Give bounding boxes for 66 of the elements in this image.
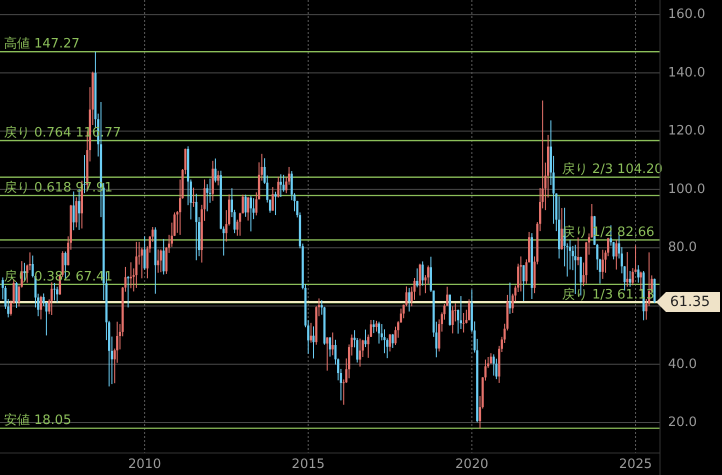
- x-tick-label: 2015: [292, 457, 325, 472]
- candlestick: [468, 298, 470, 322]
- candlestick: [217, 170, 220, 186]
- candlestick: [326, 336, 328, 372]
- candlestick: [56, 286, 58, 303]
- ref-line-label: 安値 18.05: [4, 412, 72, 428]
- candlestick: [214, 158, 216, 183]
- candlestick: [522, 264, 525, 302]
- candlestick: [280, 174, 282, 198]
- y-tick-label: 20.0: [668, 415, 697, 430]
- candlestick: [277, 176, 280, 198]
- candlestick: [375, 320, 378, 332]
- candlestick: [408, 287, 410, 312]
- candlestick: [15, 282, 18, 309]
- y-tick-label: 100.0: [668, 182, 706, 197]
- candlestick: [574, 244, 576, 295]
- y-tick-label: 80.0: [668, 240, 697, 256]
- candlestick: [560, 208, 563, 250]
- candlestick: [244, 194, 247, 218]
- candlestick: [127, 275, 130, 308]
- x-tick-label: 2020: [455, 457, 488, 472]
- candlestick: [615, 240, 618, 270]
- ref-line-label: 高値 147.27: [4, 36, 80, 52]
- candlestick: [162, 238, 165, 276]
- candlestick: [378, 321, 380, 344]
- candlestick: [358, 338, 362, 368]
- x-tick-label: 2025: [618, 457, 652, 472]
- candlestick: [416, 268, 418, 288]
- candlestick: [422, 260, 424, 286]
- y-tick-label: 140.0: [668, 65, 706, 80]
- candlestick: [50, 282, 53, 316]
- candlestick: [144, 236, 146, 270]
- candlestick: [637, 264, 640, 284]
- candlestick: [160, 248, 162, 273]
- candlestick: [602, 249, 604, 280]
- candlestick: [626, 252, 628, 288]
- candlestick: [508, 282, 512, 314]
- ref-line-label: 61.35: [670, 294, 710, 310]
- x-tick-label: 2010: [128, 457, 162, 472]
- candlestick: [250, 195, 252, 232]
- candlestick: [452, 306, 454, 334]
- y-tick-label: 120.0: [668, 124, 706, 139]
- candlestick: [372, 319, 375, 334]
- candlestick: [72, 190, 75, 231]
- candlestick: [310, 322, 312, 344]
- candlestick: [653, 278, 656, 304]
- ref-line-label: 戻り 2/3 104.20: [562, 162, 663, 178]
- candlestick: [495, 358, 498, 380]
- candlestick: [328, 336, 332, 358]
- candlestick: [75, 196, 78, 228]
- candlestick: [520, 256, 522, 292]
- candlestick: [195, 193, 198, 261]
- candlestick: [135, 241, 138, 288]
- candlestick: [392, 333, 394, 348]
- candlestick: [332, 332, 334, 356]
- candlestick: [272, 186, 274, 212]
- y-tick-label: 160.0: [668, 7, 706, 22]
- candlestick: [130, 262, 132, 289]
- candlestick: [40, 295, 42, 320]
- y-tick-label: 40.0: [668, 356, 697, 372]
- candlestick: [247, 196, 250, 222]
- candlestick: [418, 263, 422, 296]
- candlestick: [388, 333, 392, 352]
- candlestick: [312, 326, 315, 359]
- candlestick: [492, 354, 495, 376]
- candlestick: [192, 187, 195, 208]
